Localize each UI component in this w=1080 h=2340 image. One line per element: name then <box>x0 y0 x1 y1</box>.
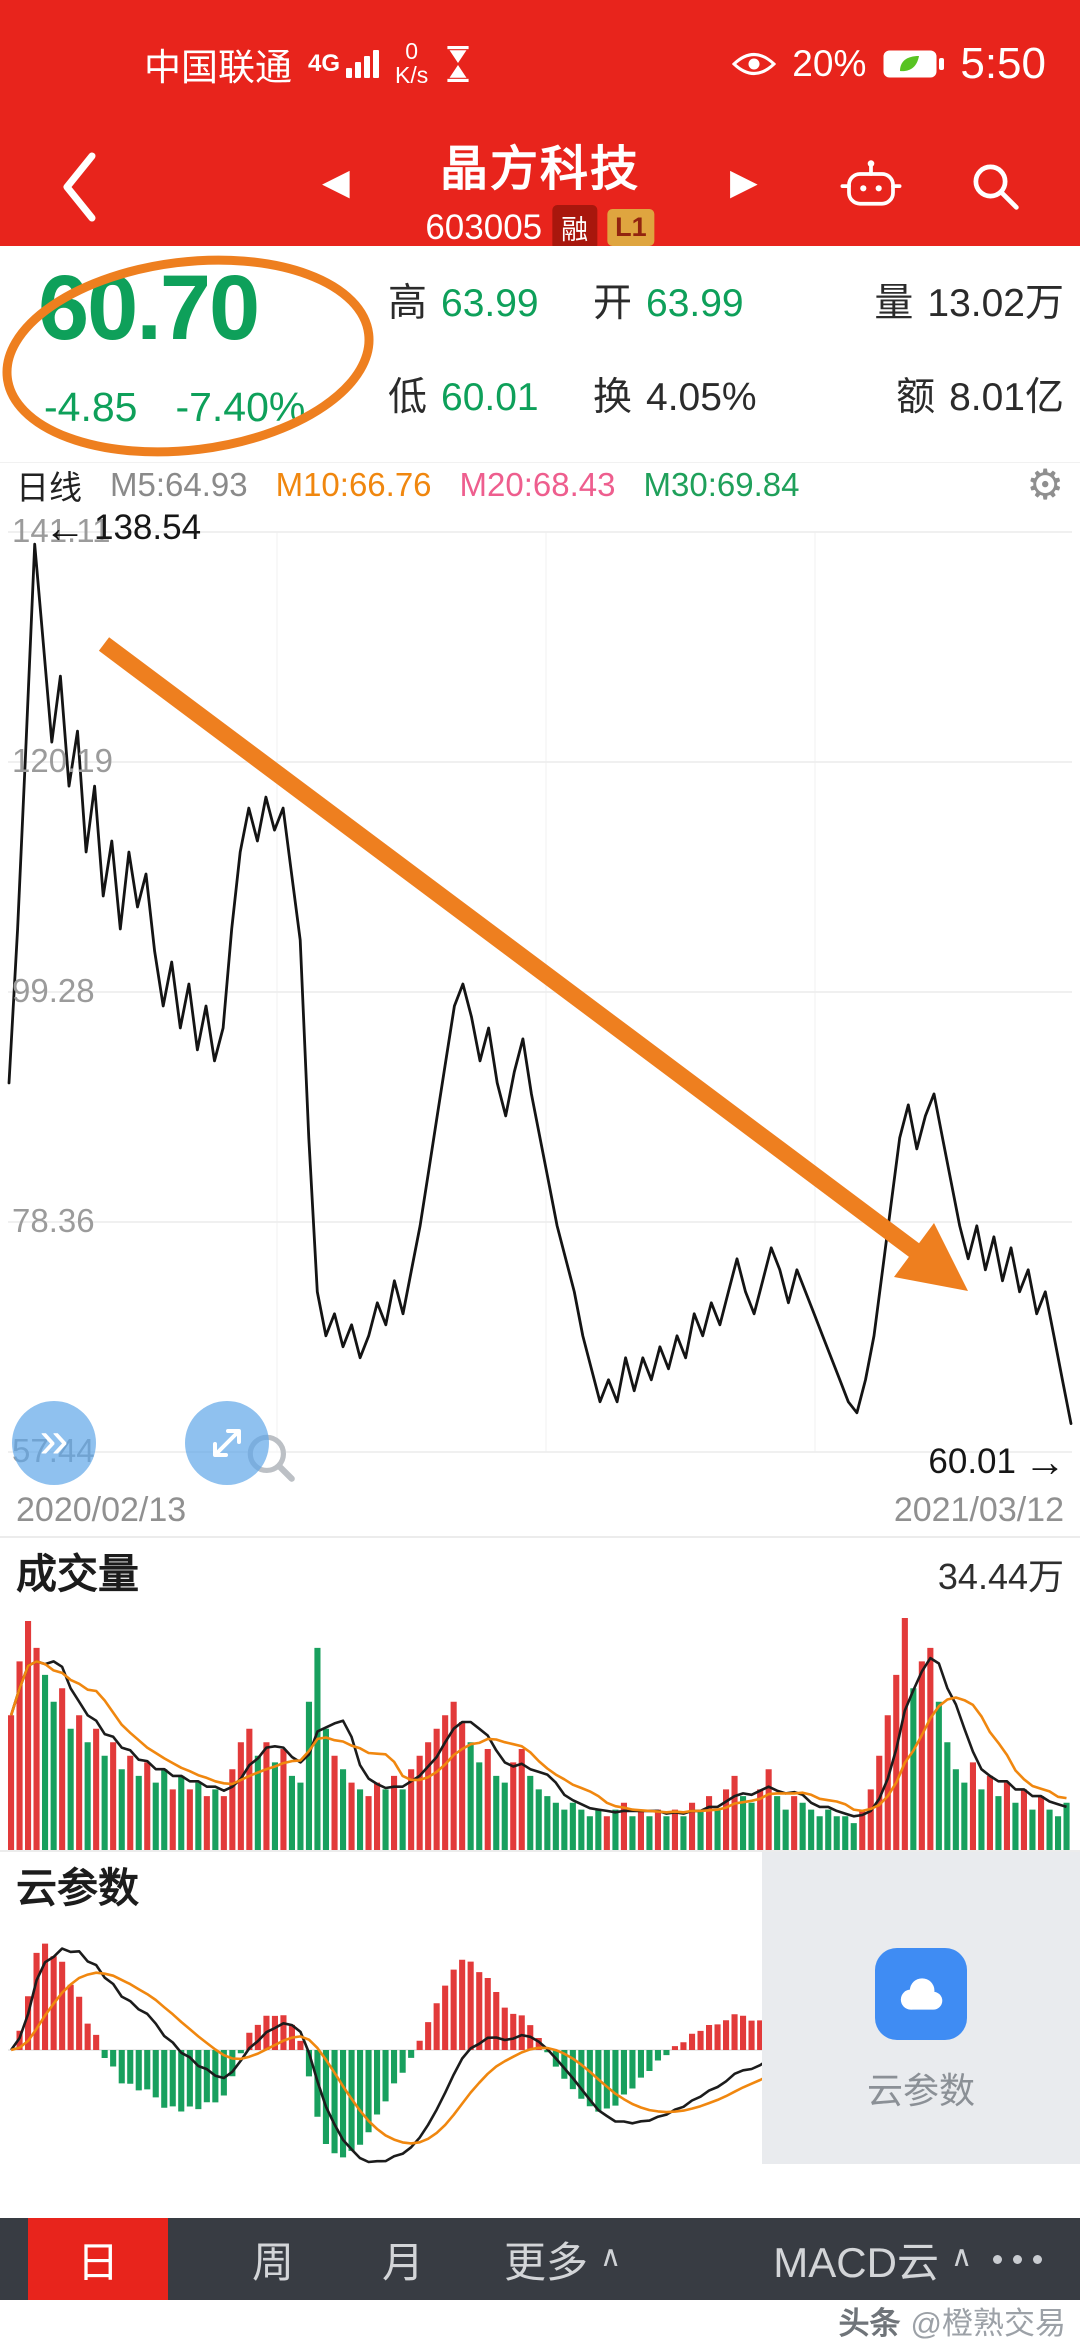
back-button[interactable] <box>58 149 102 225</box>
x-axis-date-range: 2020/02/13 2021/03/12 <box>0 1487 1080 1536</box>
settings-gear-icon[interactable]: ⚙ <box>1026 461 1064 508</box>
status-right-group: 20% 5:50 <box>732 39 1046 89</box>
network-speed-label: 0 K/s <box>395 38 429 88</box>
watermark: 头条 @橙熟交易 <box>0 2300 1080 2340</box>
ma5-value: M5:64.93 <box>110 466 248 503</box>
tab-weekly[interactable]: 周 <box>252 2238 295 2286</box>
cloud-panel-header: 云参数 <box>0 1852 1080 1918</box>
search-button[interactable] <box>968 159 1022 213</box>
tab-more-periods[interactable]: 更多 ∧ <box>504 2238 622 2286</box>
battery-icon <box>883 50 945 77</box>
caret-up-icon: ∧ <box>950 2240 973 2273</box>
cloud-panel-title: 云参数 <box>16 1865 139 1911</box>
hourglass-icon <box>447 45 469 82</box>
current-price: 60.70 <box>38 257 260 359</box>
ma20-value: M20:68.43 <box>459 466 616 503</box>
stat-turnover: 换 4.05% <box>593 376 757 419</box>
expand-icon <box>213 1429 241 1457</box>
speed-value: 0 <box>405 38 419 65</box>
more-options-button[interactable] <box>993 2254 1042 2264</box>
left-arrow-icon: ← <box>44 504 86 551</box>
stock-name: 晶方科技 <box>439 143 640 196</box>
volume-bars-chart[interactable] <box>0 1604 1080 1854</box>
signal-strength-icon: 4G <box>308 49 380 78</box>
y-axis-label: 120.19 <box>12 742 113 779</box>
next-stock-button[interactable]: ▶ <box>730 161 758 202</box>
cloud-indicator-panel[interactable]: 云参数 云参数 <box>0 1850 1080 2164</box>
eye-protection-percentage: 20% <box>792 42 867 84</box>
stat-amount: 额 8.01亿 <box>896 376 1064 419</box>
y-axis-label: 141.11 <box>12 512 111 549</box>
quote-level-badge: L1 <box>607 209 655 246</box>
status-bar: 中国联通 4G 0 K/s 20% <box>0 0 1080 127</box>
ma10-value: M10:66.76 <box>275 466 432 503</box>
margin-trading-badge: 融 <box>552 205 598 250</box>
network-type-label: 4G <box>308 49 341 77</box>
app-header: ◀ 晶方科技 603005 融 L1 ▶ <box>0 127 1080 250</box>
prev-stock-button[interactable]: ◀ <box>322 161 350 202</box>
cloud-overlay-label: 云参数 <box>866 2070 975 2111</box>
speed-unit: K/s <box>395 61 429 88</box>
y-axis-label: 78.36 <box>12 1202 95 1239</box>
volume-max-label: 34.44万 <box>937 1556 1064 1597</box>
stat-low: 低 60.01 <box>388 376 539 419</box>
carrier-label: 中国联通 <box>144 46 292 88</box>
end-date-label: 2021/03/12 <box>893 1491 1064 1529</box>
start-date-label: 2020/02/13 <box>16 1491 187 1529</box>
price-change-row: -4.85 -7.40% <box>44 384 305 431</box>
stock-code: 603005 <box>425 207 543 247</box>
tab-daily[interactable]: 日 <box>28 2218 168 2300</box>
volume-title: 成交量 <box>16 1551 139 1597</box>
status-left-group: 中国联通 4G 0 K/s <box>144 37 472 91</box>
clock: 5:50 <box>960 38 1046 88</box>
quote-panel: 60.70 -4.85 -7.40% 高 63.99 开 63.99 量 13.… <box>0 246 1080 462</box>
price-change-percent: -7.40% <box>175 384 306 430</box>
right-arrow-icon: → <box>1024 1438 1066 1485</box>
eye-protection-icon <box>732 52 777 75</box>
tab-macd-cloud[interactable]: MACD云 ∧ <box>773 2238 973 2286</box>
stat-high: 高 63.99 <box>388 282 539 325</box>
cloud-params-button[interactable]: 云参数 <box>762 1852 1080 2164</box>
period-label[interactable]: 日线 <box>16 469 82 506</box>
caret-up-icon: ∧ <box>600 2240 622 2273</box>
first-price-value: 138.54 <box>94 508 202 547</box>
watermark-brand: 头条 <box>838 2305 901 2340</box>
stat-volume: 量 13.02万 <box>874 282 1064 325</box>
volume-panel-header: 成交量 34.44万 <box>0 1538 1080 1604</box>
stock-title-block: 晶方科技 603005 融 L1 <box>425 129 655 250</box>
tab-monthly[interactable]: 月 <box>382 2238 425 2286</box>
stat-open: 开 63.99 <box>593 282 744 325</box>
bottom-spacer <box>0 2164 1080 2218</box>
volume-panel[interactable]: 成交量 34.44万 <box>0 1536 1080 1850</box>
last-price-value: 60.01 <box>928 1442 1016 1481</box>
quote-stats-grid: 高 63.99 开 63.99 量 13.02万 低 60.01 换 4.05%… <box>388 272 1064 422</box>
stock-code-row: 603005 融 L1 <box>425 205 655 250</box>
bottom-toolbar: 日 周 月 更多 ∧ MACD云 ∧ <box>0 2218 1080 2300</box>
price-change: -4.85 <box>44 384 138 430</box>
y-axis-label: 99.28 <box>12 972 95 1009</box>
indicator-bar: 日线 M5:64.93 M10:66.76 M20:68.43 M30:69.8… <box>0 462 1080 507</box>
first-price-tag: ← 138.54 <box>44 507 201 549</box>
fullscreen-expand-button[interactable] <box>185 1401 269 1485</box>
pan-to-latest-button[interactable]: » <box>12 1401 96 1485</box>
ma30-value: M30:69.84 <box>643 466 800 503</box>
robot-assistant-button[interactable] <box>838 157 904 213</box>
price-line-chart[interactable] <box>0 507 1080 1487</box>
last-price-tag: 60.01 → <box>928 1441 1066 1483</box>
cloud-icon <box>875 1948 967 2040</box>
cloud-glyph <box>900 1978 943 2010</box>
signal-bars-icon <box>346 49 380 78</box>
watermark-handle: @橙熟交易 <box>910 2305 1066 2340</box>
